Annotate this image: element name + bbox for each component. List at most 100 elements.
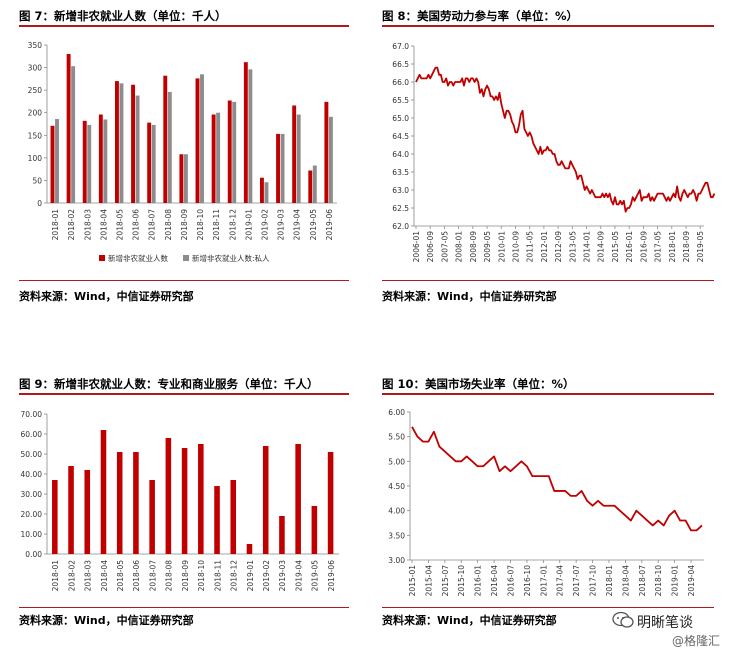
x-tick-label: 2018-11 <box>213 560 222 592</box>
x-tick-label: 2018-08 <box>164 209 173 241</box>
x-tick-label: 2019-03 <box>278 560 287 592</box>
bar <box>311 506 318 554</box>
figure-7-bottom-rule <box>19 280 349 281</box>
x-tick-label: 2018-09 <box>180 209 189 241</box>
figure-10-chart: 3.00 3.50 4.00 4.50 5.00 5.50 6.00 2015-01 2015-… <box>388 408 704 597</box>
x-tick-label: 2018-11 <box>212 209 221 241</box>
x-tick-label: 2017-05 <box>654 231 663 263</box>
y-tick-label: 62.0 <box>392 222 409 231</box>
bar <box>198 444 204 554</box>
x-tick-label: 2015-07 <box>441 565 450 597</box>
y-tick-label: 6.00 <box>388 408 405 417</box>
x-tick-label: 2017-10 <box>589 565 598 597</box>
watermark-handle: @格隆汇 <box>672 634 721 648</box>
x-tick-label: 2018-10 <box>197 560 206 592</box>
x-tick-label: 2018-07 <box>638 565 647 597</box>
figure-8-bottom-rule <box>382 280 714 281</box>
y-tick-label: 50.00 <box>21 450 43 459</box>
y-tick-label: 5.00 <box>388 457 405 466</box>
x-tick-label: 2010-01 <box>497 231 506 263</box>
figure-8-chart: 62.0 62.5 63.0 63.5 64.0 64.5 65.0 65.5 66.0 66.5… <box>392 42 716 263</box>
x-tick-label: 2014-09 <box>597 231 606 263</box>
bar <box>68 466 74 554</box>
y-tick-label: 50 <box>32 176 42 185</box>
x-tick-label: 2016-01 <box>625 231 634 263</box>
x-tick-label: 2015-05 <box>611 231 620 263</box>
x-tick-label: 2018-12 <box>230 560 239 592</box>
bar <box>119 83 124 203</box>
bar <box>52 480 58 554</box>
bar <box>147 122 152 203</box>
figure-8-panel: 图 8：美国劳动力参与率（单位：%） 62.0 62.5 63.0 63.5 64.0 6… <box>382 8 716 308</box>
x-tick-label: 2019-05 <box>696 231 705 263</box>
figure-10-top-rule <box>382 393 714 395</box>
y-tick-label: 66.0 <box>392 78 409 87</box>
x-tick-label: 2018-09 <box>181 560 190 592</box>
bar <box>246 544 253 554</box>
x-tick-label: 2017-07 <box>572 565 581 597</box>
x-tick-label: 2019-06 <box>325 209 334 241</box>
bar <box>230 480 237 554</box>
y-tick-label: 30.00 <box>21 490 43 499</box>
x-tick-label: 2018-01 <box>605 565 614 597</box>
figure-10-title: 图 10：美国市场失业率（单位：%） <box>382 377 575 391</box>
x-tick-label: 2012-01 <box>540 231 549 263</box>
legend-label: 新增非农就业人数 <box>108 253 168 263</box>
y-tick-label: 200 <box>28 109 43 118</box>
bar <box>295 444 301 554</box>
x-tick-label: 2018-01 <box>51 560 60 592</box>
y-tick-label: 67.0 <box>392 42 409 51</box>
y-tick-label: 100 <box>28 154 43 163</box>
x-tick-label: 2019-01 <box>244 209 253 241</box>
x-tick-label: 2018-12 <box>228 209 237 241</box>
y-tick-label: 3.50 <box>388 531 405 540</box>
x-tick-label: 2015-01 <box>408 565 417 597</box>
y-tick-label: 150 <box>28 131 43 140</box>
x-tick-label: 2018-10 <box>654 565 663 597</box>
y-tick-label: 65.5 <box>392 96 409 105</box>
figure-9-bottom-rule <box>19 607 349 608</box>
x-tick-label: 2018-01 <box>668 231 677 263</box>
figure-9-source: 资料来源：Wind，中信证券研究部 <box>19 614 194 627</box>
figure-7-title: 图 7：新增非农就业人数（单位：千人） <box>19 9 227 23</box>
figure-9-panel: 图 9：新增非农就业人数：专业和商业服务（单位：千人） 0.00 10.00 20.… <box>19 376 349 627</box>
legend-swatch <box>99 255 105 261</box>
x-tick-label: 2011-05 <box>526 231 535 263</box>
x-tick-label: 2019-02 <box>261 209 270 241</box>
y-tick-label: 64.5 <box>392 132 409 141</box>
x-tick-label: 2019-01 <box>671 565 680 597</box>
bar <box>163 75 168 203</box>
legend-swatch <box>183 255 189 261</box>
x-tick-label: 2008-01 <box>455 231 464 263</box>
x-tick-label: 2018-07 <box>148 560 157 592</box>
y-tick-label: 60.00 <box>21 430 43 439</box>
bar <box>66 54 71 204</box>
y-tick-label: 66.5 <box>392 60 409 69</box>
figure-8-title: 图 8：美国劳动力参与率（单位：%） <box>382 9 579 23</box>
x-tick-label: 2019-03 <box>277 209 286 241</box>
x-tick-label: 2014-01 <box>583 231 592 263</box>
bar <box>200 74 204 203</box>
x-tick-label: 2019-06 <box>327 560 336 592</box>
bar <box>264 182 269 203</box>
y-tick-label: 300 <box>28 64 43 73</box>
y-tick-label: 65.0 <box>392 114 409 123</box>
x-tick-label: 2019-05 <box>309 209 318 241</box>
bar <box>131 84 136 203</box>
bar <box>195 78 200 203</box>
bar <box>50 125 55 203</box>
bar <box>165 438 172 554</box>
y-tick-label: 250 <box>28 86 43 95</box>
bar <box>103 119 108 203</box>
y-tick-label: 63.0 <box>392 186 409 195</box>
bar <box>116 452 123 554</box>
x-tick-label: 2018-01 <box>51 209 60 241</box>
y-tick-label: 4.50 <box>388 482 405 491</box>
bar <box>327 452 334 554</box>
bar <box>232 101 237 203</box>
y-tick-label: 3.00 <box>388 556 405 565</box>
x-tick-label: 2018-04 <box>100 560 109 592</box>
figure-8-top-rule <box>382 25 714 27</box>
figure-9-top-rule <box>19 393 349 395</box>
bar <box>149 480 155 554</box>
